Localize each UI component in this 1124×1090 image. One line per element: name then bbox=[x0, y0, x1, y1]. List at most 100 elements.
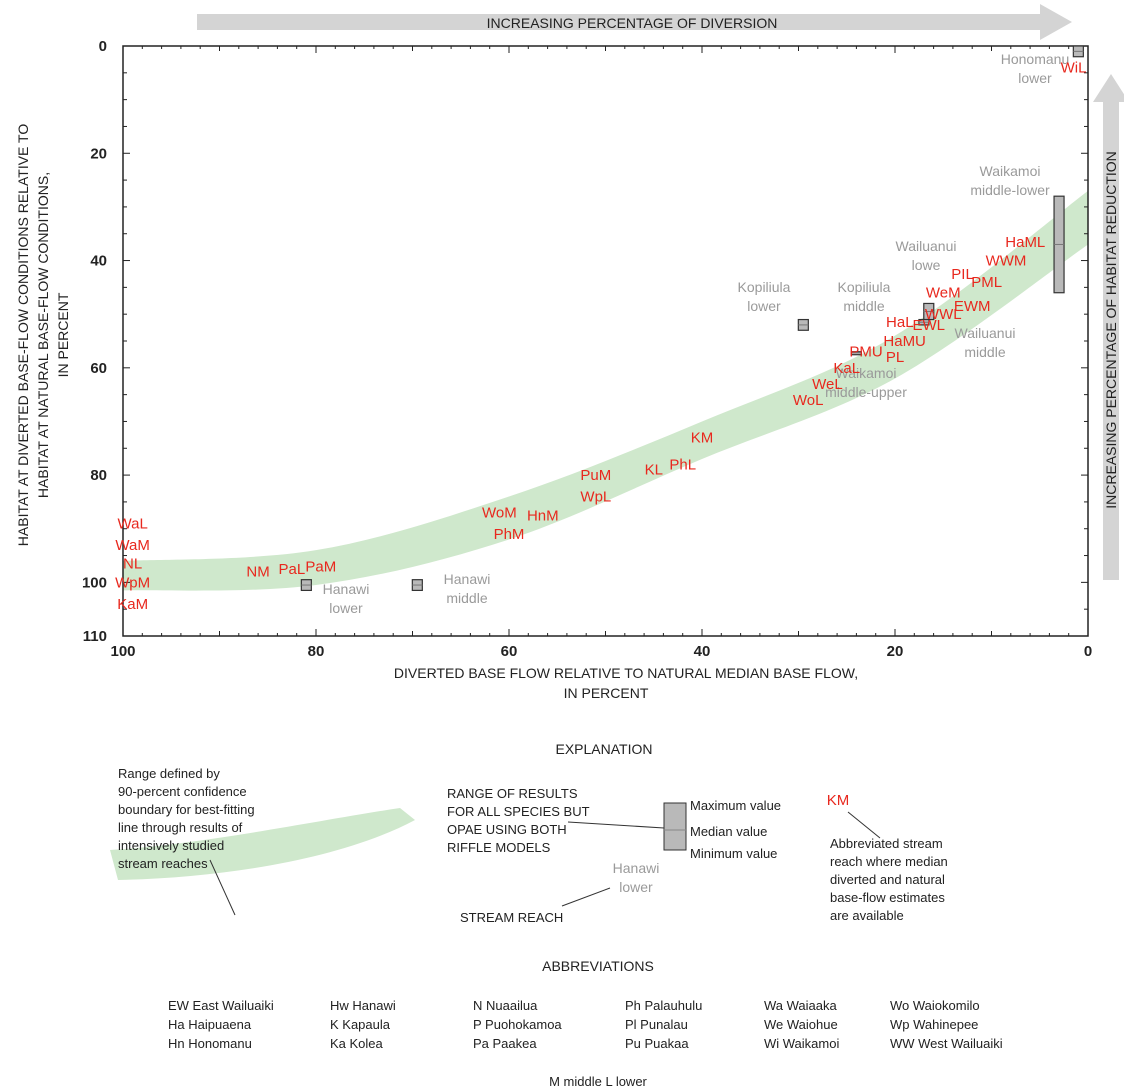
explanation-title: EXPLANATION bbox=[556, 741, 653, 757]
median-point-label: PL bbox=[886, 349, 904, 366]
median-point-label: PhM bbox=[494, 526, 525, 543]
median-point-label: PaL bbox=[279, 561, 306, 578]
median-point-label: WiL bbox=[1061, 59, 1087, 76]
x-tick-label: 100 bbox=[110, 643, 135, 660]
abbreviation-entry: Wa Waiaaka bbox=[764, 998, 837, 1013]
max-value-label: Maximum value bbox=[690, 798, 781, 813]
median-point-label: PMU bbox=[849, 344, 882, 361]
explanation: EXPLANATION Range defined by 90-percent … bbox=[110, 741, 948, 925]
code-text-2: reach where median bbox=[830, 854, 948, 869]
median-point-label: PaM bbox=[305, 558, 336, 575]
band-legend-text-4: line through results of bbox=[118, 820, 243, 835]
y-axis-title-line3: IN PERCENT bbox=[55, 292, 71, 377]
abbreviations-title: ABBREVIATIONS bbox=[542, 958, 654, 974]
code-text-5: are available bbox=[830, 908, 904, 923]
stream-reach-label: STREAM REACH bbox=[460, 910, 563, 925]
x-tick-label: 0 bbox=[1084, 643, 1092, 660]
band-legend-text-1: Range defined by bbox=[118, 766, 220, 781]
median-point-label: HaL bbox=[886, 314, 914, 331]
abbreviation-entry: EW East Wailuaiki bbox=[168, 998, 274, 1013]
abbreviation-suffixes: M middle L lower bbox=[549, 1074, 647, 1089]
median-point-label: PIL bbox=[951, 266, 974, 283]
code-text-1: Abbreviated stream bbox=[830, 836, 943, 851]
reach-label: lowe bbox=[912, 257, 941, 273]
y-tick-label: 100 bbox=[82, 574, 107, 591]
abbreviation-entry: Pu Puakaa bbox=[625, 1036, 689, 1051]
abbreviations: ABBREVIATIONS EW East Wailuaiki Ha Haipua… bbox=[168, 958, 1003, 1089]
habitat-reduction-arrow-label: INCREASING PERCENTAGE OF HABITAT REDUCTI… bbox=[1103, 151, 1119, 509]
band-legend-text-3: boundary for best-fitting bbox=[118, 802, 255, 817]
median-point-label: HnM bbox=[527, 507, 559, 524]
x-tick-label: 40 bbox=[694, 643, 711, 660]
median-point-label: WWM bbox=[986, 253, 1027, 270]
median-point-label: WoM bbox=[482, 505, 517, 522]
reach-label: lower bbox=[747, 298, 781, 314]
median-point-label: EWM bbox=[954, 298, 991, 315]
reach-label: Wailuanui bbox=[896, 238, 957, 254]
range-legend-text-3: OPAE USING BOTH bbox=[447, 822, 567, 837]
median-point-label: KM bbox=[691, 430, 714, 447]
x-tick-label: 80 bbox=[308, 643, 325, 660]
y-tick-label: 20 bbox=[90, 145, 107, 162]
band-legend-text-2: 90-percent confidence bbox=[118, 784, 247, 799]
code-text-4: base-flow estimates bbox=[830, 890, 945, 905]
median-point-label: WeM bbox=[926, 285, 961, 302]
sample-reach-line1: Hanawi bbox=[613, 860, 660, 876]
reach-label: middle-lower bbox=[970, 182, 1050, 198]
abbreviation-entry: Pl Punalau bbox=[625, 1017, 688, 1032]
min-value-label: Minimum value bbox=[690, 846, 777, 861]
abbreviation-entry: Ka Kolea bbox=[330, 1036, 384, 1051]
x-axis-title-line2: IN PERCENT bbox=[564, 685, 649, 701]
median-point-label: WaL bbox=[118, 515, 148, 532]
abbreviation-entry: Hn Honomanu bbox=[168, 1036, 252, 1051]
median-point-label: NL bbox=[123, 556, 142, 573]
range-legend-box bbox=[663, 802, 687, 851]
reach-label: Hanawi bbox=[444, 571, 491, 587]
y-tick-label: 0 bbox=[99, 38, 107, 55]
reach-label: Honomanu bbox=[1001, 51, 1070, 67]
abbreviation-entry: N Nuaailua bbox=[473, 998, 538, 1013]
abbreviation-entry: WW West Wailuaiki bbox=[890, 1036, 1003, 1051]
abbreviation-entry: Pa Paakea bbox=[473, 1036, 537, 1051]
abbreviation-entry: Ph Palauhulu bbox=[625, 998, 702, 1013]
median-point-label: KL bbox=[645, 462, 663, 479]
reach-label: Wailuanui bbox=[955, 325, 1016, 341]
median-point-label: WoL bbox=[793, 392, 824, 409]
reach-label: middle bbox=[446, 590, 487, 606]
diversion-arrow: INCREASING PERCENTAGE OF DIVERSION bbox=[197, 4, 1072, 40]
median-point-label: HaML bbox=[1005, 234, 1045, 251]
abbreviation-entry: P Puohokamoa bbox=[473, 1017, 562, 1032]
y-axis-title-line1: HABITAT AT DIVERTED BASE-FLOW CONDITIONS… bbox=[15, 124, 31, 547]
band-legend-text-5: intensively studied bbox=[118, 838, 224, 853]
reach-label: Hanawi bbox=[323, 581, 370, 597]
median-point-label: PML bbox=[971, 274, 1002, 291]
median-point-label: PhL bbox=[669, 456, 696, 473]
abbreviation-entry: Wp Wahinepee bbox=[890, 1017, 978, 1032]
reach-label: Kopiliula bbox=[738, 279, 791, 295]
range-legend-text-1: RANGE OF RESULTS bbox=[447, 786, 578, 801]
median-value-label: Median value bbox=[690, 824, 767, 839]
abbreviation-entry: Wi Waikamoi bbox=[764, 1036, 839, 1051]
code-text-3: diverted and natural bbox=[830, 872, 945, 887]
median-point-label: NM bbox=[246, 564, 269, 581]
x-axis-title-line1: DIVERTED BASE FLOW RELATIVE TO NATURAL M… bbox=[394, 665, 858, 681]
x-tick-label: 60 bbox=[501, 643, 518, 660]
median-point-label: WpM bbox=[115, 574, 150, 591]
median-point-label: EWL bbox=[913, 317, 946, 334]
median-point-label: HaMU bbox=[883, 333, 926, 350]
y-axis-title-line2: HABITAT AT NATURAL BASE-FLOW CONDITIONS, bbox=[35, 172, 51, 498]
y-tick-label: 40 bbox=[90, 253, 107, 270]
reach-label: Kopiliula bbox=[838, 279, 891, 295]
y-tick-label: 110 bbox=[83, 628, 107, 645]
band-legend-swatch bbox=[110, 808, 415, 880]
sample-code: KM bbox=[827, 792, 850, 809]
abbreviation-entry: K Kapaula bbox=[330, 1017, 391, 1032]
median-point-label: WaM bbox=[115, 537, 149, 554]
habitat-reduction-arrow: INCREASING PERCENTAGE OF HABITAT REDUCTI… bbox=[1093, 74, 1124, 580]
sample-reach-line2: lower bbox=[619, 879, 653, 895]
reach-label: lower bbox=[1018, 70, 1052, 86]
median-point-label: WpL bbox=[580, 489, 611, 506]
abbreviation-entry: We Waiohue bbox=[764, 1017, 838, 1032]
